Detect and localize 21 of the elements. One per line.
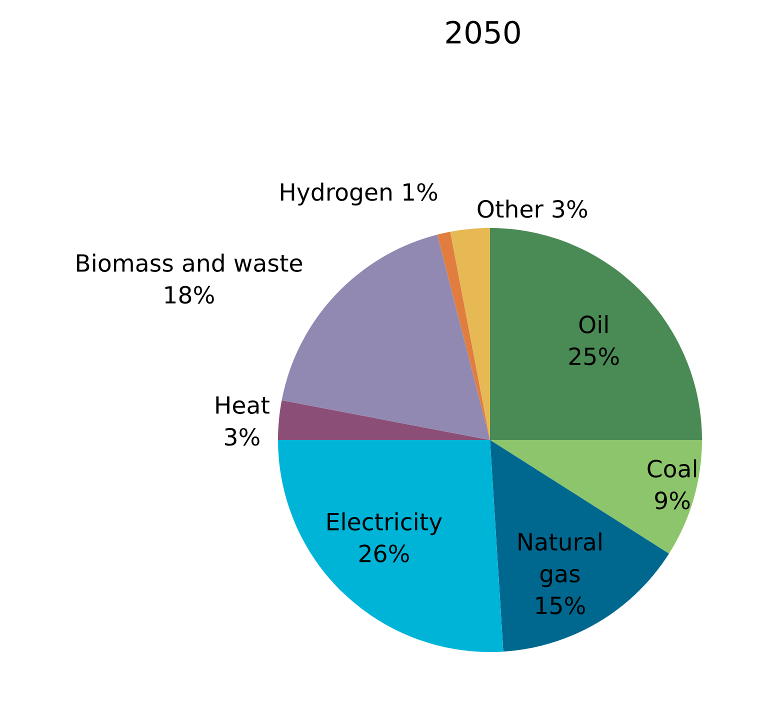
slice-label: Other 3% bbox=[478, 200, 588, 218]
pie-slice bbox=[450, 228, 490, 440]
data-label: 26% bbox=[359, 544, 409, 562]
data-label: 9% bbox=[655, 492, 690, 510]
pie-slice bbox=[437, 232, 490, 440]
data-label: 25% bbox=[569, 347, 619, 366]
pie-slice bbox=[278, 400, 490, 440]
slice-label: Hydrogen 1% bbox=[280, 182, 438, 206]
pie-slice bbox=[278, 440, 504, 652]
chart-title: 2050 bbox=[446, 20, 520, 44]
data-label: 18% bbox=[165, 286, 214, 304]
pie-slice bbox=[490, 440, 702, 554]
pie-slice bbox=[490, 228, 702, 440]
data-label: 3% bbox=[225, 428, 260, 446]
slice-label: Heat bbox=[216, 396, 270, 414]
slice-label: Electricity bbox=[328, 512, 442, 536]
slice-label: Coal bbox=[648, 459, 696, 478]
data-label: 15% bbox=[536, 596, 585, 614]
slice-label: Natural gas bbox=[518, 532, 602, 588]
slice-label: Oil bbox=[579, 315, 608, 334]
slice-label: Biomass and waste bbox=[76, 254, 302, 272]
